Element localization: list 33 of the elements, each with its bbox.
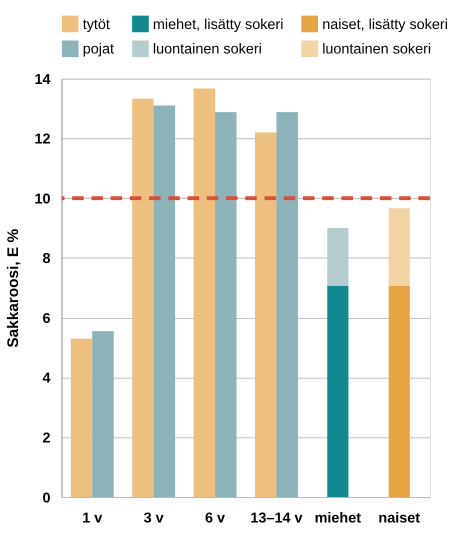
bar: [388, 286, 410, 497]
bar: [276, 112, 298, 497]
y-tick-label: 12: [34, 132, 50, 148]
bar: [132, 98, 154, 497]
y-tick-label: 6: [42, 310, 50, 327]
bar: [194, 88, 216, 497]
legend-label: luontainen sokeri: [152, 42, 262, 58]
bar: [254, 132, 276, 497]
legend-label: miehet, lisätty sokeri: [152, 16, 284, 33]
legend-label: naiset, lisätty sokeri: [322, 16, 448, 33]
y-tick-label: 0: [42, 490, 50, 506]
x-tick-label: 1 v: [82, 510, 102, 526]
bar: [70, 338, 92, 497]
legend-label: pojat: [82, 42, 114, 58]
legend-label: tytöt: [82, 16, 110, 33]
y-tick-label: 8: [42, 251, 50, 268]
bar: [92, 331, 114, 497]
x-tick-label: naiset: [378, 510, 420, 526]
x-tick-label: 3 v: [144, 510, 164, 526]
y-axis-title: Sakkaroosi, E %: [5, 228, 22, 348]
x-tick-label: miehet: [314, 510, 362, 526]
y-tick-label: 4: [42, 370, 50, 387]
legend-label: luontainen sokeri: [322, 42, 432, 58]
x-tick-label: 13–14 v: [250, 510, 302, 526]
bar: [327, 286, 348, 497]
bar: [154, 106, 176, 497]
bar: [327, 228, 348, 286]
y-tick-label: 14: [34, 72, 50, 88]
bar: [215, 112, 237, 497]
y-tick-label: 2: [42, 430, 50, 447]
bar: [388, 208, 410, 286]
x-tick-label: 6 v: [205, 510, 226, 526]
y-tick-label: 10: [34, 191, 50, 208]
